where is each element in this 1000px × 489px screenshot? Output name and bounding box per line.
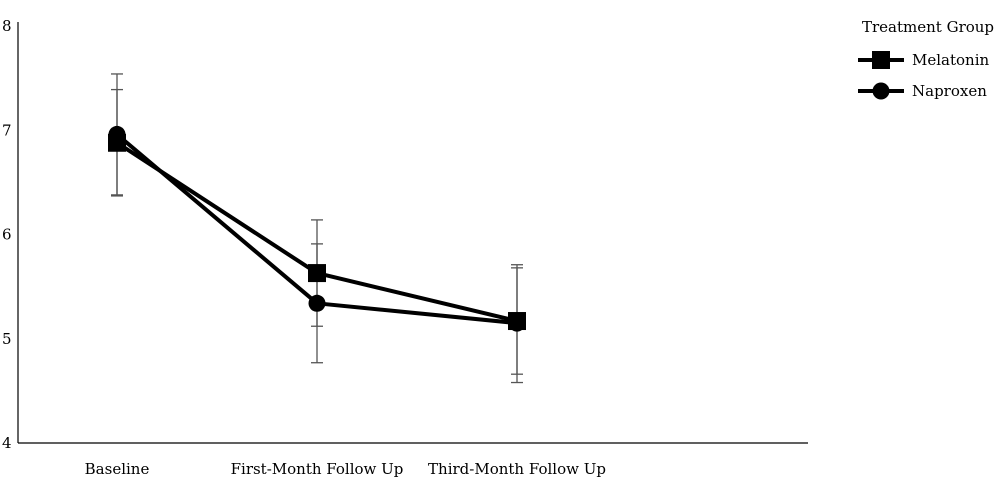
x-tick-label: Third-Month Follow Up [428,460,606,478]
legend-item-melatonin: Melatonin [858,51,989,69]
x-tick-label: First-Month Follow Up [231,460,404,478]
y-tick-label: 5 [2,330,12,348]
legend-marker-square [872,51,890,69]
series-markers [108,125,526,332]
legend-title: Treatment Group [862,18,994,36]
legend-label: Naproxen [912,82,987,100]
legend-item-naproxen: Naproxen [858,82,987,100]
y-tick-label: 8 [2,17,12,35]
y-tick-label: 4 [2,434,12,452]
data-point-melatonin [108,133,126,152]
data-point-melatonin [308,264,326,283]
data-point-naproxen [308,294,326,312]
legend: Treatment Group Melatonin Naproxen [858,18,994,100]
error-bars [111,73,523,384]
data-point-melatonin [508,312,526,331]
legend-label: Melatonin [912,51,989,69]
axes: 4 5 6 7 8 Baseline First-Month Follow Up Third-… [2,17,808,478]
x-tick-label: Baseline [85,460,150,478]
y-tick-label: 7 [2,121,12,139]
legend-marker-circle [872,82,890,100]
y-tick-label: 6 [2,226,12,244]
